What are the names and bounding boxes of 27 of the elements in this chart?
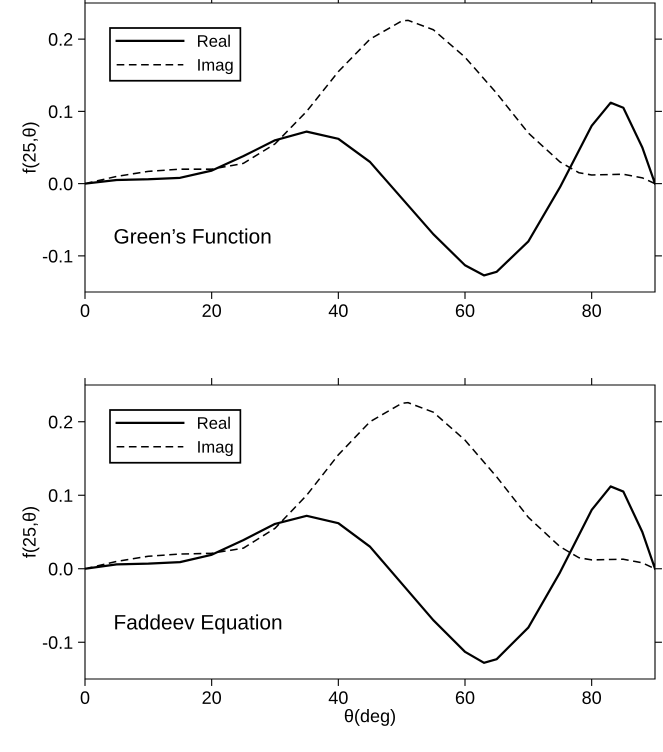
x-axis-title: θ(deg) (344, 709, 395, 726)
x-tick-label: 80 (582, 691, 602, 704)
x-tick-label: 60 (456, 691, 474, 704)
x-tick-label: 20 (202, 304, 222, 318)
annotation: Faddeev Equation (115, 614, 282, 634)
x-tick-label: 80 (582, 304, 602, 318)
legend-label: Real (198, 416, 230, 429)
legend-label: Imag (198, 441, 233, 456)
legend-label: Imag (198, 59, 233, 74)
y-tick-label: 0.0 (48, 178, 72, 190)
x-tick-label: 40 (328, 691, 348, 704)
y-tick-label: 0.2 (48, 33, 72, 46)
x-tick-label: 0 (80, 691, 90, 704)
x-tick-label: 20 (202, 691, 222, 704)
y-tick-label: 0.1 (48, 489, 72, 502)
annotation: Green’s Function (114, 228, 270, 244)
x-tick-label: 60 (456, 304, 474, 318)
y-tick-label: 0.2 (48, 416, 72, 428)
x-tick-label: 40 (328, 304, 348, 318)
x-tick-label: 0 (80, 304, 90, 318)
y-tick-label: -0.1 (42, 250, 72, 263)
y-tick-label: 0.1 (48, 105, 72, 118)
y-tick-label: 0.0 (48, 562, 72, 576)
legend-label: Real (198, 34, 230, 47)
y-tick-label: -0.1 (42, 636, 72, 649)
y-axis-title: f(25,θ) (22, 507, 40, 558)
y-axis-title: f(25,θ) (22, 122, 40, 174)
